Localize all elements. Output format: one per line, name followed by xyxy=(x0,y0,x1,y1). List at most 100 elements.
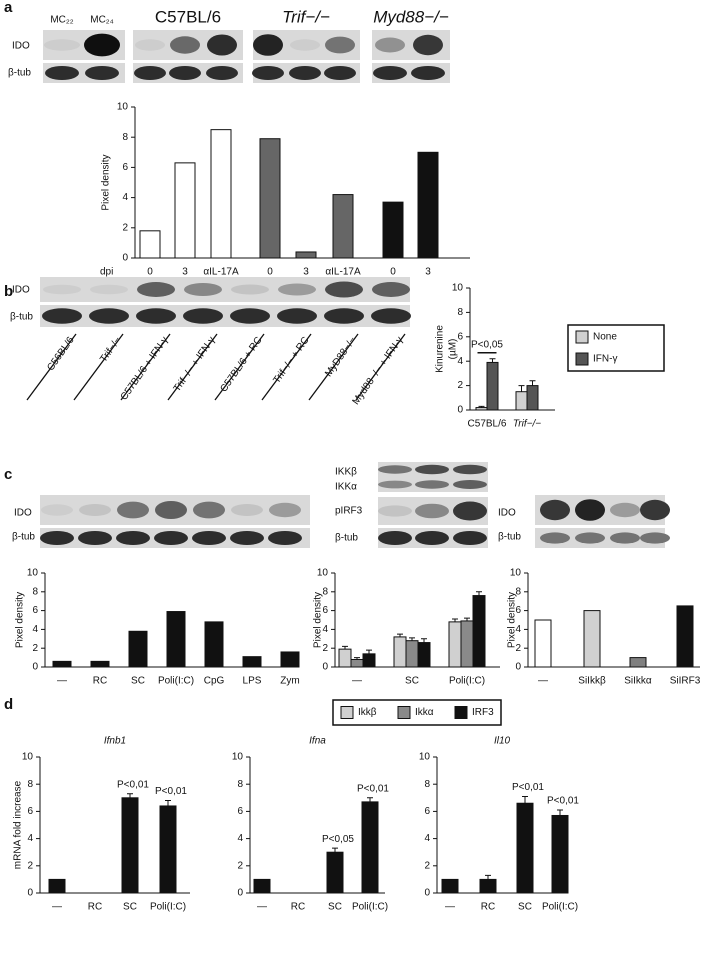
error-bar xyxy=(354,657,360,660)
bar xyxy=(534,619,552,668)
y-axis-label: Pixel density xyxy=(101,154,112,210)
y-tick-label: 8 xyxy=(122,132,128,143)
blot-band xyxy=(135,39,165,51)
y-axis-unit: (µM) xyxy=(448,339,459,360)
y-tick-label: 8 xyxy=(424,779,430,790)
chart-title: Ifna xyxy=(309,736,326,747)
y-tick-label: 10 xyxy=(317,568,329,579)
error-bar xyxy=(127,793,133,798)
lane-label: MyD88−/− xyxy=(323,335,359,379)
blot-band xyxy=(324,308,364,324)
bar xyxy=(166,611,186,668)
y-axis-label: Pixel density xyxy=(507,592,518,648)
y-tick-label: 4 xyxy=(237,833,243,844)
annotation: P<0,01 xyxy=(117,779,149,790)
error-bar xyxy=(409,637,415,641)
legend-swatch xyxy=(340,706,354,719)
panel-label: a xyxy=(4,0,13,16)
legend-label: IFN-γ xyxy=(593,354,617,365)
blot-band xyxy=(325,36,355,54)
y-tick-label: 8 xyxy=(27,779,33,790)
blot-band xyxy=(183,308,223,324)
error-bar xyxy=(478,405,485,408)
blot-band xyxy=(42,308,82,324)
blot-band xyxy=(78,531,112,545)
x-tick-label: αIL-17A xyxy=(203,267,239,278)
x-tick-label: SC xyxy=(405,676,419,687)
blot-band xyxy=(154,531,188,545)
blot-band xyxy=(413,34,443,56)
y-tick-label: 2 xyxy=(322,643,328,654)
bar xyxy=(128,630,148,668)
blot-band xyxy=(268,531,302,545)
annotation: P<0,05 xyxy=(471,339,503,350)
y-tick-label: 4 xyxy=(322,624,328,635)
y-tick-label: 4 xyxy=(27,833,33,844)
blot-band xyxy=(85,66,119,80)
chart-title: Il10 xyxy=(494,736,511,747)
x-tick-label: 0 xyxy=(267,267,273,278)
blot-background xyxy=(40,305,410,327)
blot-band xyxy=(277,308,317,324)
x-tick-label: SC xyxy=(123,902,137,913)
blot-band xyxy=(231,284,269,295)
x-axis-label: dpi xyxy=(100,267,113,278)
y-tick-label: 4 xyxy=(457,356,463,367)
x-tick-label: — xyxy=(352,676,362,687)
blot-band xyxy=(231,504,263,516)
lane-rule xyxy=(167,333,218,401)
legend-box xyxy=(332,699,502,726)
lane-rule xyxy=(214,333,265,401)
bar xyxy=(393,636,407,668)
blot-band xyxy=(375,37,405,53)
x-tick-label: RC xyxy=(291,902,305,913)
x-tick-label: 0 xyxy=(390,267,396,278)
blot-band xyxy=(378,531,412,545)
chart-title: Ifnb1 xyxy=(104,736,126,747)
error-bar xyxy=(557,809,563,816)
annotation: P<0,05 xyxy=(322,834,354,845)
row-label: IDO xyxy=(14,508,32,519)
lane-rule xyxy=(308,333,359,401)
blot-heading: Myd88−/− xyxy=(373,7,449,26)
annotation: P<0,01 xyxy=(547,796,579,807)
legend-swatch xyxy=(397,706,411,719)
error-bar xyxy=(397,633,403,637)
y-tick-label: 2 xyxy=(27,860,33,871)
row-label: IKKα xyxy=(335,482,357,493)
y-tick-label: 4 xyxy=(32,624,38,635)
x-tick-label: SC xyxy=(131,676,145,687)
blot-band xyxy=(540,532,570,544)
bar xyxy=(295,251,317,259)
bar xyxy=(516,802,534,894)
legend-swatch xyxy=(575,330,589,344)
error-bar xyxy=(522,795,528,804)
blot-band xyxy=(575,532,605,544)
x-tick-label: 3 xyxy=(303,267,309,278)
y-tick-label: 2 xyxy=(515,643,521,654)
blot-band xyxy=(40,531,74,545)
y-tick-label: 2 xyxy=(237,860,243,871)
blot-band xyxy=(415,503,449,519)
bar xyxy=(259,138,281,259)
x-tick-label: — xyxy=(538,676,548,687)
x-tick-label: — xyxy=(257,902,267,913)
blot-band xyxy=(43,284,81,295)
x-tick-label: SiIkkα xyxy=(624,676,652,687)
blot-band xyxy=(378,505,412,517)
lane-label: C57BL/6 + IFN-γ xyxy=(119,335,171,403)
legend-label: Ikkα xyxy=(415,707,434,718)
y-tick-label: 10 xyxy=(27,568,39,579)
y-tick-label: 2 xyxy=(32,643,38,654)
x-tick-label: 3 xyxy=(182,267,188,278)
lane-rule xyxy=(120,333,171,401)
y-tick-label: 4 xyxy=(122,192,128,203)
blot-band xyxy=(155,501,187,519)
blot-band xyxy=(134,66,166,80)
error-bar xyxy=(366,649,372,654)
lane-label: Myd88−/− + IFN-γ xyxy=(351,335,406,407)
row-label: β-tub xyxy=(335,533,358,544)
blot-band xyxy=(117,501,149,519)
bar xyxy=(486,361,499,411)
error-bar xyxy=(452,618,458,622)
